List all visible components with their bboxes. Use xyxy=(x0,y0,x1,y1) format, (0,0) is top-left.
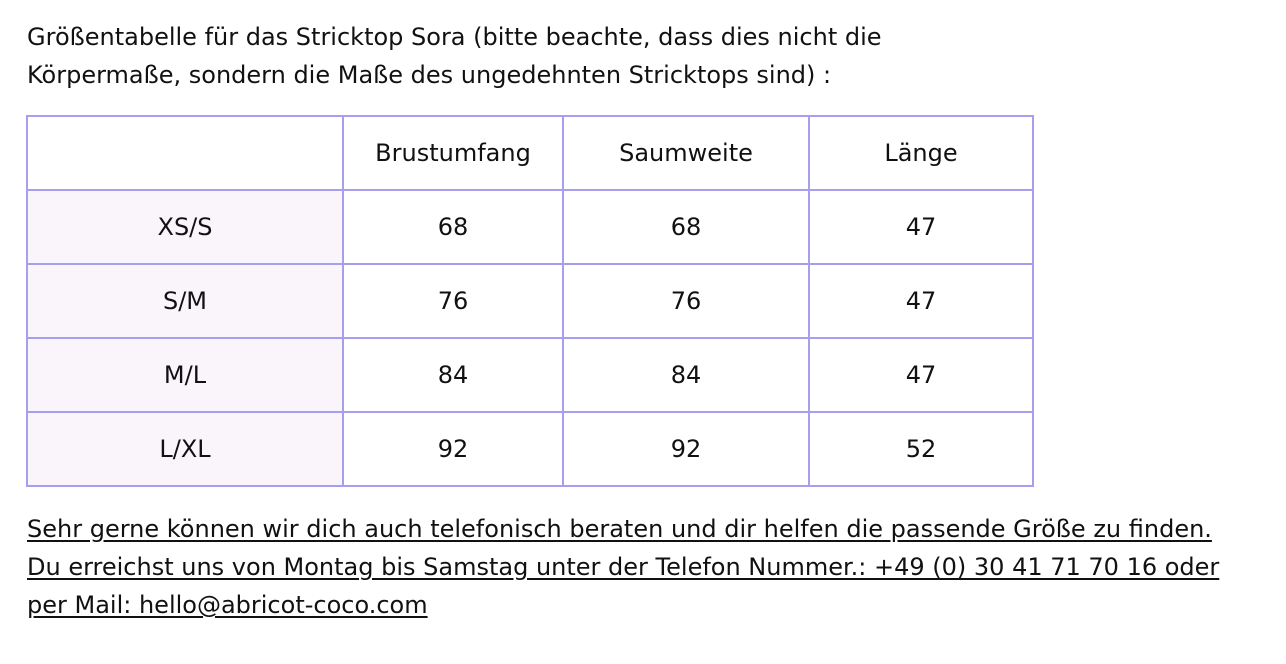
size-label-cell: XS/S xyxy=(26,189,344,265)
header-cell-empty xyxy=(26,115,344,191)
size-label-cell: M/L xyxy=(26,337,344,413)
table-row: L/XL 92 92 52 xyxy=(26,411,1034,487)
header-cell-brustumfang: Brustumfang xyxy=(342,115,564,191)
size-label-cell: L/XL xyxy=(26,411,344,487)
laenge-cell: 52 xyxy=(808,411,1034,487)
saumweite-cell: 92 xyxy=(562,411,810,487)
brustumfang-cell: 92 xyxy=(342,411,564,487)
laenge-cell: 47 xyxy=(808,189,1034,265)
table-row: S/M 76 76 47 xyxy=(26,263,1034,339)
saumweite-cell: 68 xyxy=(562,189,810,265)
intro-line-2: Körpermaße, sondern die Maße des ungedeh… xyxy=(27,61,832,89)
contact-line-1: Sehr gerne können wir dich auch telefoni… xyxy=(27,515,1212,543)
saumweite-cell: 84 xyxy=(562,337,810,413)
intro-text: Größentabelle für das Stricktop Sora (bi… xyxy=(27,18,1267,94)
size-table: Brustumfang Saumweite Länge XS/S 68 68 4… xyxy=(26,115,1034,487)
intro-line-1: Größentabelle für das Stricktop Sora (bi… xyxy=(27,23,882,51)
table-row: M/L 84 84 47 xyxy=(26,337,1034,413)
table-row: XS/S 68 68 47 xyxy=(26,189,1034,265)
laenge-cell: 47 xyxy=(808,337,1034,413)
brustumfang-cell: 84 xyxy=(342,337,564,413)
contact-line-2: Du erreichst uns von Montag bis Samstag … xyxy=(27,553,1220,581)
brustumfang-cell: 76 xyxy=(342,263,564,339)
size-label-cell: S/M xyxy=(26,263,344,339)
saumweite-cell: 76 xyxy=(562,263,810,339)
contact-line-3[interactable]: per Mail: hello@abricot-coco.com xyxy=(27,591,428,619)
laenge-cell: 47 xyxy=(808,263,1034,339)
table-header-row: Brustumfang Saumweite Länge xyxy=(26,115,1034,191)
contact-text: Sehr gerne können wir dich auch telefoni… xyxy=(27,510,1277,624)
header-cell-saumweite: Saumweite xyxy=(562,115,810,191)
header-cell-laenge: Länge xyxy=(808,115,1034,191)
brustumfang-cell: 68 xyxy=(342,189,564,265)
